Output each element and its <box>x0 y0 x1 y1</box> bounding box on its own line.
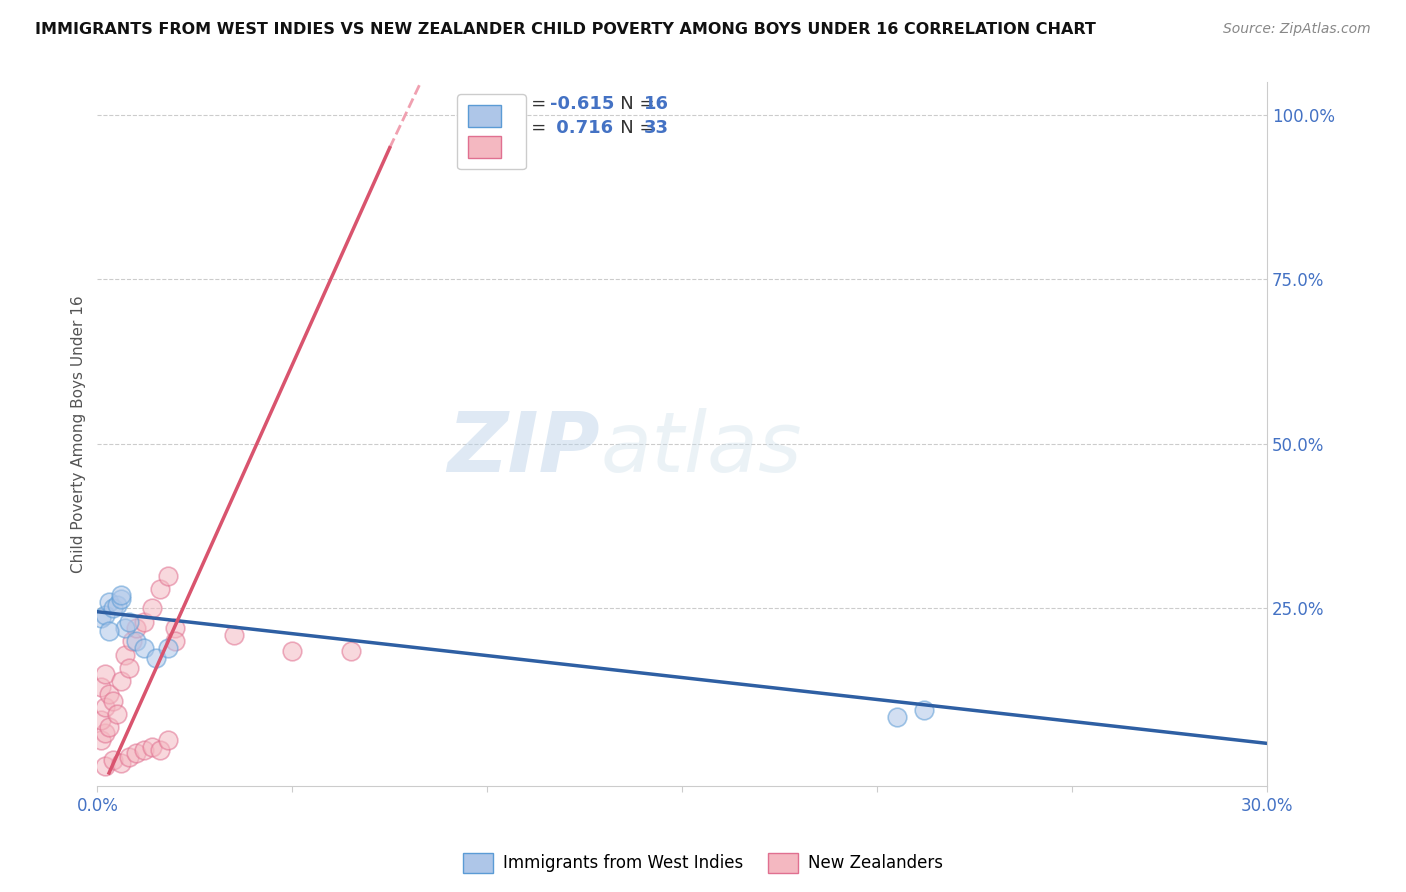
Point <box>125 634 148 648</box>
Point <box>117 615 139 629</box>
Point <box>222 628 245 642</box>
Point <box>90 681 112 695</box>
Point <box>165 634 187 648</box>
Point <box>149 582 172 596</box>
Point <box>121 634 143 648</box>
Point <box>110 588 132 602</box>
Point <box>114 648 136 662</box>
Point <box>886 710 908 724</box>
Point <box>912 703 935 717</box>
Point <box>90 611 112 625</box>
Point <box>105 706 128 721</box>
Text: 0.716: 0.716 <box>550 120 613 137</box>
Point <box>281 644 304 658</box>
Text: N =: N = <box>603 120 659 137</box>
Point <box>110 673 132 688</box>
Point <box>101 753 124 767</box>
Point <box>117 749 139 764</box>
Text: R =: R = <box>513 120 551 137</box>
Y-axis label: Child Poverty Among Boys Under 16: Child Poverty Among Boys Under 16 <box>72 295 86 573</box>
Text: Source: ZipAtlas.com: Source: ZipAtlas.com <box>1223 22 1371 37</box>
Point <box>134 640 156 655</box>
Text: atlas: atlas <box>600 408 801 489</box>
Point <box>134 743 156 757</box>
Point <box>156 568 179 582</box>
Point <box>94 759 117 773</box>
Text: N =: N = <box>603 95 659 112</box>
Point <box>98 687 121 701</box>
Point <box>141 601 163 615</box>
Legend: Immigrants from West Indies, New Zealanders: Immigrants from West Indies, New Zealand… <box>456 847 950 880</box>
Point <box>98 624 121 639</box>
Point <box>117 661 139 675</box>
Point <box>114 621 136 635</box>
Text: 16: 16 <box>644 95 668 112</box>
Point <box>134 615 156 629</box>
Point <box>156 640 179 655</box>
Point <box>165 621 187 635</box>
Point <box>149 743 172 757</box>
Point <box>110 591 132 606</box>
Legend: , : , <box>457 95 526 169</box>
Point <box>94 607 117 622</box>
Point <box>90 733 112 747</box>
Text: ZIP: ZIP <box>447 408 600 489</box>
Point <box>339 644 361 658</box>
Point <box>94 667 117 681</box>
Point <box>98 720 121 734</box>
Point <box>110 756 132 771</box>
Point <box>94 726 117 740</box>
Point <box>98 595 121 609</box>
Point <box>101 601 124 615</box>
Point <box>125 621 148 635</box>
Point <box>90 714 112 728</box>
Point <box>94 700 117 714</box>
Point <box>125 746 148 760</box>
Point <box>145 650 167 665</box>
Point <box>141 739 163 754</box>
Point <box>105 598 128 612</box>
Text: IMMIGRANTS FROM WEST INDIES VS NEW ZEALANDER CHILD POVERTY AMONG BOYS UNDER 16 C: IMMIGRANTS FROM WEST INDIES VS NEW ZEALA… <box>35 22 1097 37</box>
Point <box>156 733 179 747</box>
Point <box>101 693 124 707</box>
Text: 33: 33 <box>644 120 668 137</box>
Text: R =: R = <box>513 95 551 112</box>
Text: -0.615: -0.615 <box>550 95 614 112</box>
